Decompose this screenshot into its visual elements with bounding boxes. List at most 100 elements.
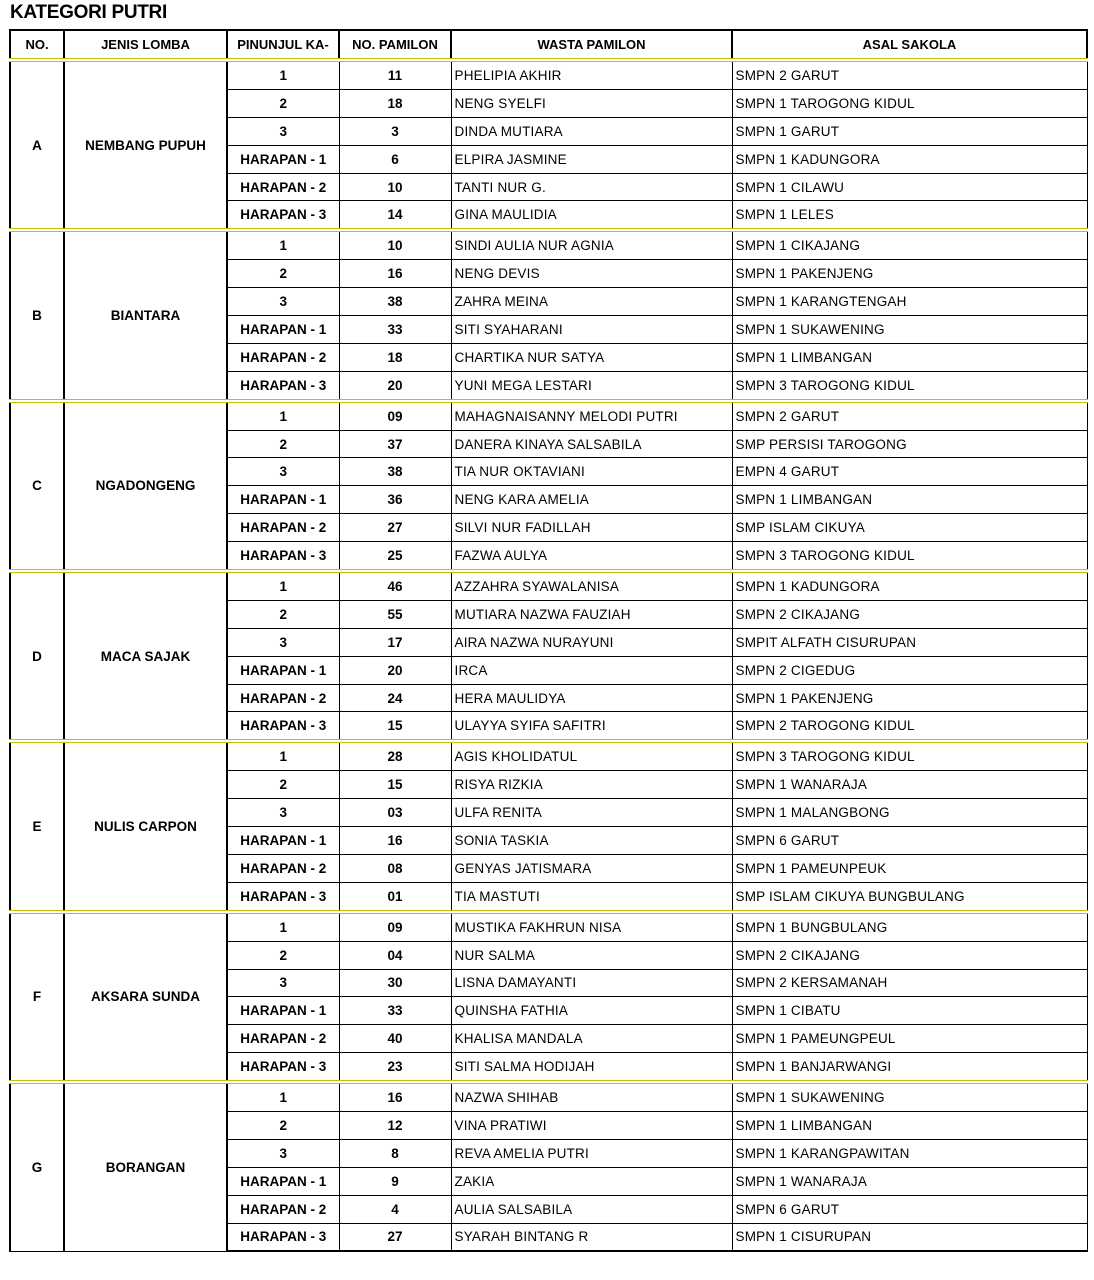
rank: 1 bbox=[226, 739, 340, 772]
rank: 1 bbox=[226, 57, 340, 90]
participant-number: 20 bbox=[338, 655, 452, 685]
participant-name: FAZWA AULYA bbox=[450, 541, 733, 573]
participant-name: MUSTIKA FAKHRUN NISA bbox=[450, 909, 733, 942]
participant-number: 15 bbox=[338, 711, 452, 743]
participant-number: 12 bbox=[338, 1110, 452, 1140]
participant-name: PHELIPIA AKHIR bbox=[450, 57, 733, 90]
participant-name: MUTIARA NAZWA FAUZIAH bbox=[450, 599, 733, 629]
table-row: HARAPAN - 2 08 GENYAS JATISMARA SMPN 1 PAME… bbox=[10, 853, 1088, 883]
rank: HARAPAN - 2 bbox=[226, 342, 340, 372]
school: SMPN 1 KARANGTENGAH bbox=[731, 287, 1088, 317]
participant-number: 38 bbox=[338, 287, 452, 317]
rank: HARAPAN - 1 bbox=[226, 826, 340, 855]
rank: HARAPAN - 3 bbox=[226, 370, 340, 402]
school: SMPN 6 GARUT bbox=[731, 1194, 1088, 1224]
participant-number: 38 bbox=[338, 457, 452, 487]
table-row: HARAPAN - 3 01 TIA MASTUTI SMP ISLAM CIKUYA… bbox=[10, 881, 1088, 913]
table-row: HARAPAN - 3 25 FAZWA AULYA SMPN 3 TAROGONG … bbox=[10, 541, 1088, 573]
rank: 3 bbox=[226, 968, 340, 998]
participant-name: GINA MAULIDIA bbox=[450, 200, 733, 232]
participant-name: SYARAH BINTANG R bbox=[450, 1222, 733, 1253]
rank: HARAPAN - 2 bbox=[226, 172, 340, 202]
participant-number: 27 bbox=[338, 1222, 452, 1253]
participant-name: CHARTIKA NUR SATYA bbox=[450, 342, 733, 372]
school: SMPN 1 WANARAJA bbox=[731, 1166, 1088, 1196]
rank: 1 bbox=[226, 909, 340, 942]
participant-number: 15 bbox=[338, 770, 452, 800]
table-row: C NGADONGENG 1 09 MAHAGNAISANNY MELODI PUTRI… bbox=[9, 398, 1088, 572]
school: SMPN 1 LIMBANGAN bbox=[731, 485, 1088, 515]
rank: 1 bbox=[226, 398, 340, 431]
participant-number: 33 bbox=[338, 996, 452, 1026]
school: SMPN 2 GARUT bbox=[731, 398, 1088, 431]
rank: 2 bbox=[226, 429, 340, 459]
school: SMPN 1 CILAWU bbox=[731, 172, 1088, 202]
school: SMPN 1 CISURUPAN bbox=[731, 1222, 1088, 1253]
school: SMP ISLAM CIKUYA bbox=[731, 513, 1088, 543]
header-row: NO. JENIS LOMBA PINUNJUL KA- NO. PAMILON… bbox=[9, 29, 1088, 61]
table-row: HARAPAN - 2 27 SILVI NUR FADILLAH SMP ISLAM… bbox=[10, 513, 1088, 543]
participant-number: 8 bbox=[338, 1138, 452, 1168]
table-row: HARAPAN - 3 23 SITI SALMA HODIJAH SMPN 1 BA… bbox=[10, 1052, 1088, 1084]
category-no: A bbox=[9, 57, 65, 231]
rank: HARAPAN - 3 bbox=[226, 881, 340, 913]
rank: HARAPAN - 1 bbox=[226, 1166, 340, 1196]
table-row: A NEMBANG PUPUH 1 11 PHELIPIA AKHIR SMPN 2 GA… bbox=[9, 57, 1088, 231]
rank: HARAPAN - 2 bbox=[226, 683, 340, 713]
participant-number: 01 bbox=[338, 881, 452, 913]
school: SMPN 1 MALANGBONG bbox=[731, 798, 1088, 828]
school: SMPN 1 PAMEUNGPEUL bbox=[731, 1024, 1088, 1054]
school: SMPN 2 CIGEDUG bbox=[731, 655, 1088, 685]
school: SMPN 2 CIKAJANG bbox=[731, 940, 1088, 970]
school: SMPN 1 PAKENJENG bbox=[731, 683, 1088, 713]
rank: HARAPAN - 1 bbox=[226, 485, 340, 515]
rank: HARAPAN - 2 bbox=[226, 1194, 340, 1224]
table-row: HARAPAN - 3 27 SYARAH BINTANG R SMPN 1 CISU… bbox=[10, 1222, 1088, 1253]
participant-name: ELPIRA JASMINE bbox=[450, 144, 733, 174]
school: SMPN 1 LIMBANGAN bbox=[731, 342, 1088, 372]
table-row: HARAPAN - 3 20 YUNI MEGA LESTARI SMPN 3 TAR… bbox=[10, 370, 1088, 402]
rank: 2 bbox=[226, 599, 340, 629]
category-name: NEMBANG PUPUH bbox=[63, 57, 228, 231]
participant-name: RISYA RIZKIA bbox=[450, 770, 733, 800]
rank: 2 bbox=[226, 88, 340, 118]
rank: 3 bbox=[226, 627, 340, 657]
participant-number: 10 bbox=[338, 172, 452, 202]
school: SMPN 1 SUKAWENING bbox=[731, 1080, 1088, 1112]
rank: 2 bbox=[226, 259, 340, 289]
rank: 3 bbox=[226, 798, 340, 828]
participant-number: 18 bbox=[338, 342, 452, 372]
participant-name: AGIS KHOLIDATUL bbox=[450, 739, 733, 772]
school: SMPN 3 TAROGONG KIDUL bbox=[731, 541, 1088, 573]
table-row: HARAPAN - 2 18 CHARTIKA NUR SATYA SMPN 1 LI… bbox=[10, 342, 1088, 372]
participant-number: 3 bbox=[338, 116, 452, 146]
participant-name: ZAKIA bbox=[450, 1166, 733, 1196]
table-row: 2 16 NENG DEVIS SMPN 1 PAKENJENG bbox=[10, 259, 1088, 289]
participant-number: 28 bbox=[338, 739, 452, 772]
participant-number: 14 bbox=[338, 200, 452, 232]
table-body: A NEMBANG PUPUH 1 11 PHELIPIA AKHIR SMPN 2 GA… bbox=[9, 57, 1088, 1253]
participant-number: 46 bbox=[338, 569, 452, 601]
participant-number: 55 bbox=[338, 599, 452, 629]
rank: HARAPAN - 1 bbox=[226, 144, 340, 174]
school: SMPN 1 KADUNGORA bbox=[731, 569, 1088, 601]
participant-name: VINA PRATIWI bbox=[450, 1110, 733, 1140]
school: SMPN 1 LELES bbox=[731, 200, 1088, 232]
school: SMPN 1 WANARAJA bbox=[731, 770, 1088, 800]
rank: 3 bbox=[226, 116, 340, 146]
participant-name: REVA AMELIA PUTRI bbox=[450, 1138, 733, 1168]
school: SMPN 1 CIBATU bbox=[731, 996, 1088, 1026]
category-no: D bbox=[9, 569, 65, 742]
school: SMPN 1 BUNGBULANG bbox=[731, 909, 1088, 942]
school: SMPN 2 KERSAMANAH bbox=[731, 968, 1088, 998]
participant-number: 24 bbox=[338, 683, 452, 713]
participant-name: AZZAHRA SYAWALANISA bbox=[450, 569, 733, 601]
winners-table: NO. JENIS LOMBA PINUNJUL KA- NO. PAMILON… bbox=[9, 29, 1088, 1253]
participant-name: AIRA NAZWA NURAYUNI bbox=[450, 627, 733, 657]
category-no: G bbox=[9, 1080, 65, 1252]
participant-number: 6 bbox=[338, 144, 452, 174]
participant-number: 20 bbox=[338, 370, 452, 402]
school: SMPN 1 CIKAJANG bbox=[731, 228, 1088, 261]
school: SMPN 1 KARANGPAWITAN bbox=[731, 1138, 1088, 1168]
participant-name: TIA NUR OKTAVIANI bbox=[450, 457, 733, 487]
